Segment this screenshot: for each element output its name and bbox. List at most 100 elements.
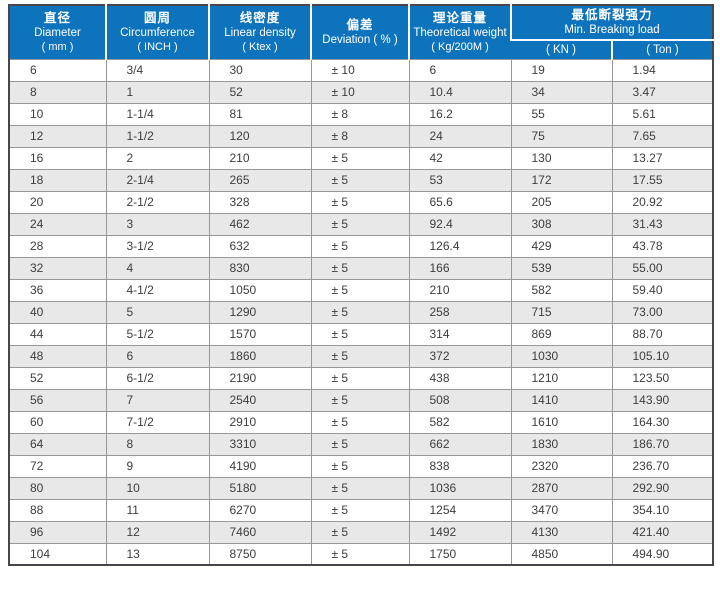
table-cell: 56 xyxy=(8,388,107,412)
table-cell: 7 xyxy=(105,388,210,412)
table-cell: 20 xyxy=(8,190,107,214)
table-cell: 130 xyxy=(510,146,613,170)
table-cell: ± 5 xyxy=(310,234,410,258)
table-cell: 12 xyxy=(8,124,107,148)
table-cell: ± 5 xyxy=(310,212,410,236)
col-header-ton: ( Ton ) xyxy=(611,39,713,59)
table-cell: 582 xyxy=(408,410,512,434)
table-cell: 105.10 xyxy=(611,344,714,368)
table-cell: ± 5 xyxy=(310,388,410,412)
table-cell: 210 xyxy=(208,146,312,170)
col-header-linear-density-unit: ( Ktex ) xyxy=(242,40,278,53)
table-cell: ± 10 xyxy=(310,58,410,82)
table-cell: 164.30 xyxy=(611,410,714,434)
table-row: 72 9 4190 ± 5 838 2320 236.70 xyxy=(8,454,714,478)
table-cell: ± 5 xyxy=(310,322,410,346)
col-header-theoretical-weight-zh: 理论重量 xyxy=(432,10,487,25)
table-cell: 20.92 xyxy=(611,190,714,214)
table-cell: 8750 xyxy=(208,542,312,566)
table-cell: 40 xyxy=(8,300,107,324)
table-cell: ± 5 xyxy=(310,476,410,500)
table-cell: 92.4 xyxy=(408,212,512,236)
table-cell: ± 5 xyxy=(310,146,410,170)
table-row: 36 4-1/2 1050 ± 5 210 582 59.40 xyxy=(8,278,714,302)
table-cell: 12 xyxy=(105,520,210,544)
table-cell: 1050 xyxy=(208,278,312,302)
table-cell: 2 xyxy=(105,146,210,170)
table-cell: 24 xyxy=(8,212,107,236)
rope-specification-table-wrap: 直径 Diameter ( mm ) 圆周 Circumference ( IN… xyxy=(8,4,714,566)
table-cell: 17.55 xyxy=(611,168,714,192)
table-row: 80 10 5180 ± 5 1036 2870 292.90 xyxy=(8,476,714,500)
table-cell: 438 xyxy=(408,366,512,390)
table-cell: ± 5 xyxy=(310,190,410,214)
table-cell: 5.61 xyxy=(611,102,714,126)
table-cell: ± 5 xyxy=(310,300,410,324)
table-row: 60 7-1/2 2910 ± 5 582 1610 164.30 xyxy=(8,410,714,434)
table-cell: 10 xyxy=(105,476,210,500)
table-cell: 265 xyxy=(208,168,312,192)
table-row: 48 6 1860 ± 5 372 1030 105.10 xyxy=(8,344,714,368)
table-cell: 292.90 xyxy=(611,476,714,500)
table-cell: ± 5 xyxy=(310,168,410,192)
table-row: 104 13 8750 ± 5 1750 4850 494.90 xyxy=(8,542,714,566)
col-header-diameter: 直径 Diameter ( mm ) xyxy=(9,5,106,59)
table-cell: 55 xyxy=(510,102,613,126)
table-cell: 1210 xyxy=(510,366,613,390)
table-row: 56 7 2540 ± 5 508 1410 143.90 xyxy=(8,388,714,412)
table-cell: 73.00 xyxy=(611,300,714,324)
table-cell: 5-1/2 xyxy=(105,322,210,346)
col-header-breaking-load-en: Min. Breaking load xyxy=(564,24,660,36)
table-row: 96 12 7460 ± 5 1492 4130 421.40 xyxy=(8,520,714,544)
table-cell: 8 xyxy=(105,432,210,456)
table-cell: 3310 xyxy=(208,432,312,456)
col-header-diameter-unit: ( mm ) xyxy=(41,40,74,53)
col-header-deviation-en: Deviation ( % ) xyxy=(322,33,398,46)
table-cell: 2190 xyxy=(208,366,312,390)
table-cell: 4-1/2 xyxy=(105,278,210,302)
table-cell: 53 xyxy=(408,168,512,192)
table-cell: 72 xyxy=(8,454,107,478)
table-cell: 19 xyxy=(510,58,613,82)
table-cell: 172 xyxy=(510,168,613,192)
table-cell: 1030 xyxy=(510,344,613,368)
table-cell: 715 xyxy=(510,300,613,324)
table-cell: 81 xyxy=(208,102,312,126)
table-row: 24 3 462 ± 5 92.4 308 31.43 xyxy=(8,212,714,236)
table-cell: 869 xyxy=(510,322,613,346)
col-header-breaking-load: 最低断裂强力 Min. Breaking load xyxy=(510,5,713,40)
table-cell: 52 xyxy=(208,80,312,104)
table-cell: 9 xyxy=(105,454,210,478)
table-cell: ± 5 xyxy=(310,366,410,390)
table-cell: ± 5 xyxy=(310,256,410,280)
table-cell: 64 xyxy=(8,432,107,456)
table-cell: ± 5 xyxy=(310,432,410,456)
table-cell: 88 xyxy=(8,498,107,522)
table-cell: 7-1/2 xyxy=(105,410,210,434)
table-cell: ± 8 xyxy=(310,102,410,126)
table-cell: 28 xyxy=(8,234,107,258)
table-row: 40 5 1290 ± 5 258 715 73.00 xyxy=(8,300,714,324)
table-row: 6 3/4 30 ± 10 6 19 1.94 xyxy=(8,58,714,82)
table-row: 88 11 6270 ± 5 1254 3470 354.10 xyxy=(8,498,714,522)
table-cell: 4190 xyxy=(208,454,312,478)
table-cell: 6 xyxy=(8,58,107,82)
col-header-circumference-unit: ( INCH ) xyxy=(137,40,178,53)
table-cell: 13.27 xyxy=(611,146,714,170)
table-cell: 104 xyxy=(8,542,107,566)
col-header-theoretical-weight-en: Theoretical weight xyxy=(413,26,507,39)
table-row: 8 1 52 ± 10 10.4 34 3.47 xyxy=(8,80,714,104)
table-cell: 18 xyxy=(8,168,107,192)
rope-specification-table: 直径 Diameter ( mm ) 圆周 Circumference ( IN… xyxy=(8,4,714,566)
col-header-deviation-zh: 偏差 xyxy=(346,17,374,32)
table-cell: 8 xyxy=(8,80,107,104)
table-cell: 5180 xyxy=(208,476,312,500)
table-cell: 42 xyxy=(408,146,512,170)
table-row: 20 2-1/2 328 ± 5 65.6 205 20.92 xyxy=(8,190,714,214)
table-cell: 44 xyxy=(8,322,107,346)
table-row: 18 2-1/4 265 ± 5 53 172 17.55 xyxy=(8,168,714,192)
table-cell: ± 5 xyxy=(310,410,410,434)
table-cell: 210 xyxy=(408,278,512,302)
table-cell: 354.10 xyxy=(611,498,714,522)
table-cell: 13 xyxy=(105,542,210,566)
